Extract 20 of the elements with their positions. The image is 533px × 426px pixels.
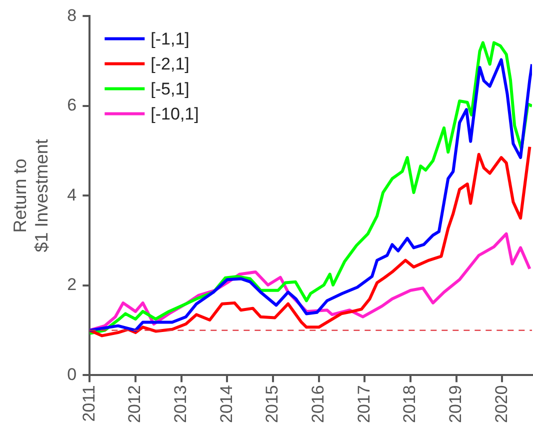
y-tick-label: 6 (67, 96, 77, 115)
x-tick-label: 2016 (308, 385, 328, 424)
y-tick-label: 8 (67, 6, 77, 25)
x-tick-label: 2019 (446, 385, 466, 424)
x-tick-label: 2013 (171, 385, 190, 424)
y-tick-label: 0 (67, 364, 77, 384)
x-tick-label: 2011 (79, 385, 98, 422)
legend-label: [-1,1] (150, 29, 190, 48)
y-tick-label: 4 (67, 185, 77, 204)
y-tick-label: 2 (67, 275, 77, 294)
legend-label: [-10,1] (150, 104, 199, 124)
y-axis-title: Return to $1 Investment (10, 139, 52, 252)
x-tick-label: 2012 (125, 385, 144, 424)
x-tick-label: 2015 (262, 385, 282, 424)
x-tick-label: 2020 (492, 385, 511, 424)
x-tick-label: 2014 (216, 385, 236, 424)
legend-label: [-5,1] (150, 79, 190, 98)
x-tick-label: 2017 (354, 385, 374, 424)
legend-label: [-2,1] (150, 54, 190, 74)
x-tick-label: 2018 (400, 385, 420, 424)
